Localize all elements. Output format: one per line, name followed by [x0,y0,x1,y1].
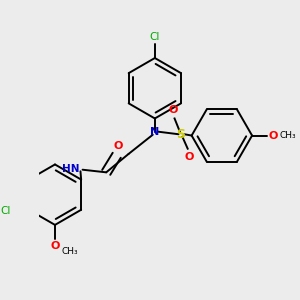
Text: Cl: Cl [1,206,11,216]
Text: O: O [184,152,194,162]
Text: O: O [113,140,123,151]
Text: N: N [150,127,160,136]
Text: S: S [177,128,186,141]
Text: HN: HN [62,164,80,174]
Text: O: O [268,130,278,140]
Text: CH₃: CH₃ [61,247,78,256]
Text: O: O [169,105,178,115]
Text: Cl: Cl [150,32,160,42]
Text: O: O [51,241,60,251]
Text: CH₃: CH₃ [280,131,296,140]
